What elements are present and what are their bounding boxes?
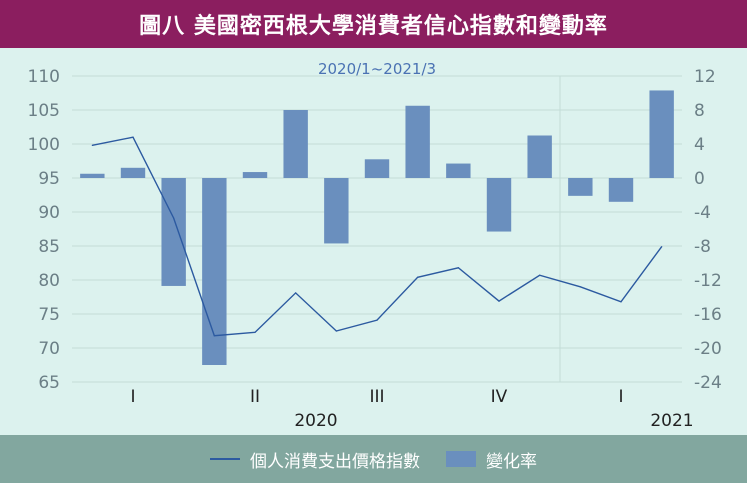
left-axis-tick-label: 75 [38,305,60,325]
right-axis-tick-label: 0 [694,169,705,189]
legend-item-bar: 變化率 [446,447,537,472]
bar [649,90,674,178]
line-point [457,267,459,269]
legend: 個人消費支出價格指數 變化率 [0,435,747,483]
line-point [539,274,541,276]
left-axis-tick-label: 65 [38,373,60,393]
plot-area: 65 70 75 80 85 90 95 100 105 110 -24 -20 -16 -12 -8 -4 0… [0,48,747,435]
bar [202,178,227,365]
line-point [173,217,175,219]
bar [242,172,268,178]
bar [364,159,390,178]
quarter-label: II [250,387,260,407]
left-axis-tick-label: 95 [38,169,60,189]
right-axis-tick-label: -16 [694,305,722,325]
line-point [620,301,622,303]
left-axis-tick-label: 105 [28,101,60,121]
bar [486,178,512,232]
line-point [91,144,93,146]
left-axis-tick-label: 110 [28,67,60,87]
line-point [417,276,419,278]
legend-bar-label: 變化率 [486,451,537,472]
right-axis-tick-label: -4 [694,203,711,223]
line-point [579,286,581,288]
left-axis-tick-label: 70 [38,339,60,359]
line-point [335,330,337,332]
quarter-label: I [130,387,135,407]
line-point [132,136,134,138]
chart-title: 圖八 美國密西根大學消費者信心指數和變動率 [0,0,747,48]
bar [446,163,471,178]
legend-bar-swatch [446,451,476,467]
bar [80,173,105,178]
line-point [295,292,297,294]
chart-subtitle: 2020/1~2021/3 [318,60,436,78]
left-axis-tick-label: 80 [38,271,60,291]
bar [527,135,552,178]
bar [120,167,146,178]
year-label: 2020 [294,411,337,431]
quarter-label: IV [491,387,508,407]
bar [608,178,634,202]
bar [324,178,349,244]
year-label: 2021 [650,411,693,431]
left-axis-tick-label: 100 [28,135,60,155]
left-axis-tick-label: 90 [38,203,60,223]
line-point [376,319,378,321]
combo-chart: 65 70 75 80 85 90 95 100 105 110 -24 -20 -16 -12 -8 -4 0… [28,60,722,431]
line-point [661,246,663,248]
bar [405,105,430,178]
left-axis-tick-label: 85 [38,237,60,257]
right-axis-tick-label: 8 [694,101,705,121]
right-axis-tick-label: 4 [694,135,705,155]
right-axis-tick-label: 12 [694,67,716,87]
bar [283,110,308,178]
right-axis-tick-label: -12 [694,271,722,291]
bar [568,178,593,196]
legend-line-label: 個人消費支出價格指數 [250,451,420,472]
quarter-label: I [618,387,623,407]
legend-line-swatch [210,458,240,460]
quarter-label: III [369,387,384,407]
right-axis-tick-label: -24 [694,373,722,393]
legend-item-line: 個人消費支出價格指數 [210,447,420,472]
right-axis-tick-label: -8 [694,237,711,257]
right-axis-tick-label: -20 [694,339,722,359]
line-point [254,331,256,333]
bar [161,178,186,286]
line-point [213,335,215,337]
line-point [498,300,500,302]
